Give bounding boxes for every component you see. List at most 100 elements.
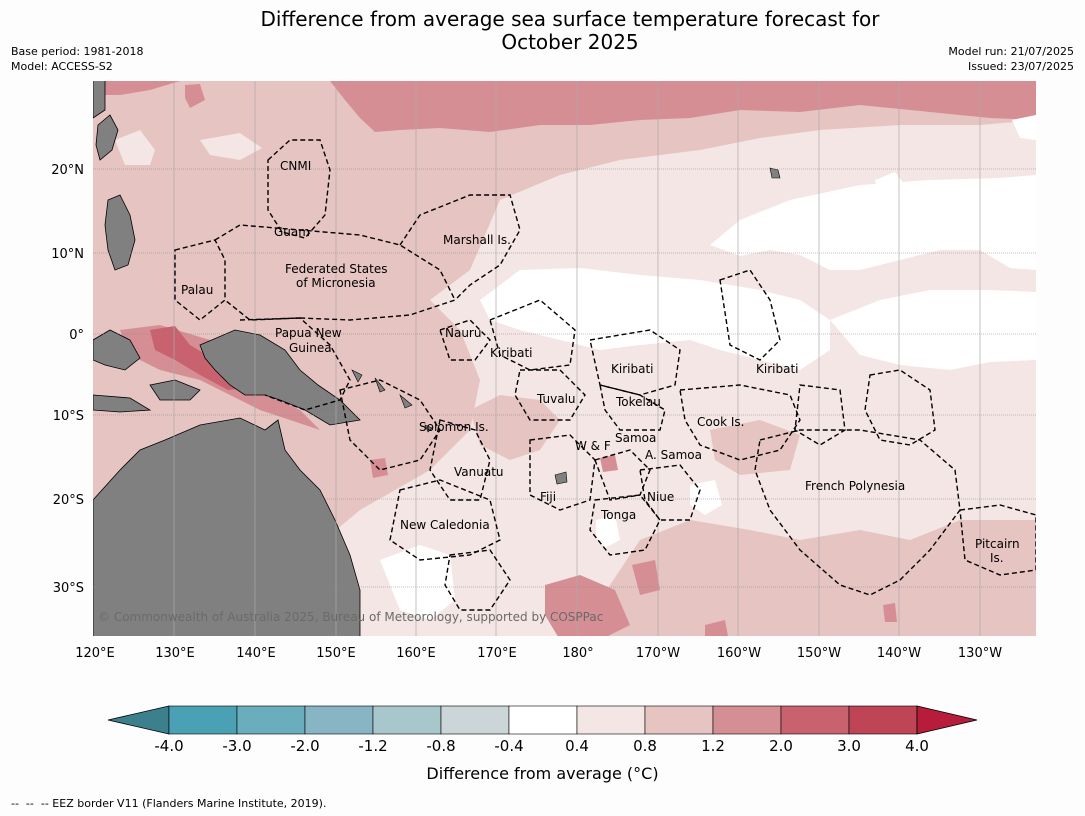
colorbar-bin bbox=[372, 705, 442, 735]
colorbar-tick-label: 1.2 bbox=[701, 737, 725, 755]
colorbar-tick-label: 3.0 bbox=[837, 737, 861, 755]
colorbar bbox=[107, 705, 978, 735]
place-labels: CNMI Guam Marshall Is. Federated States … bbox=[181, 159, 1020, 565]
anomaly-white-patch-b bbox=[845, 214, 870, 232]
base-period: Base period: 1981-2018 bbox=[11, 45, 144, 58]
colorbar-extend-low bbox=[107, 705, 170, 735]
title-line-2: October 2025 bbox=[501, 30, 639, 54]
colorbar-bin bbox=[440, 705, 510, 735]
meta-right: Model run: 21/07/2025 Issued: 23/07/2025 bbox=[948, 44, 1074, 74]
place-label: Is. bbox=[990, 551, 1004, 565]
y-tick-label: 10°N bbox=[51, 247, 84, 262]
x-tick-label: 140°W bbox=[877, 646, 921, 661]
anomaly-white-south2 bbox=[596, 515, 620, 548]
anomaly-white-nw-pale bbox=[115, 130, 155, 165]
x-tick-label: 120°E bbox=[75, 646, 115, 661]
colorbar-tick-label: 0.8 bbox=[633, 737, 657, 755]
place-label: Kiribati bbox=[611, 362, 653, 376]
colorbar-bin bbox=[712, 705, 782, 735]
anomaly-warm-south-b bbox=[632, 560, 660, 595]
y-tick-label: 30°S bbox=[53, 581, 84, 596]
anomaly-mid-south bbox=[470, 395, 560, 460]
x-tick-label: 130°W bbox=[958, 646, 1002, 661]
colorbar-tick-label: 0.4 bbox=[565, 737, 589, 755]
anomaly-warm-south-c bbox=[705, 620, 728, 636]
place-label: Samoa bbox=[615, 431, 656, 445]
place-label: of Micronesia bbox=[296, 276, 376, 290]
colorbar-title: Difference from average (°C) bbox=[426, 764, 659, 783]
anomaly-white-nw-pale2 bbox=[200, 133, 262, 160]
place-label: Kiribati bbox=[490, 346, 532, 360]
anomaly-white-south3 bbox=[690, 480, 722, 515]
land-hawaii bbox=[769, 167, 781, 179]
x-tick-label: 140°E bbox=[236, 646, 276, 661]
eez-borders bbox=[174, 139, 1036, 611]
anomaly-warm-south-a bbox=[545, 575, 630, 636]
anomaly-white-center bbox=[480, 268, 830, 370]
colorbar-bin bbox=[236, 705, 306, 735]
land-indonesia bbox=[93, 81, 201, 413]
place-label: Solomon Is. bbox=[419, 420, 489, 434]
anomaly-warm-south-d bbox=[370, 458, 388, 478]
place-label: Guinea bbox=[289, 341, 332, 355]
place-label: Papua New bbox=[275, 326, 342, 340]
place-label: Palau bbox=[181, 283, 213, 297]
anomaly-warm-patch-nw bbox=[185, 84, 205, 108]
place-label: New Caledonia bbox=[400, 518, 490, 532]
place-label: Tokelau bbox=[615, 395, 661, 409]
colorbar-tick-label: -0.4 bbox=[494, 737, 524, 755]
colorbar-bin bbox=[848, 705, 918, 735]
anomaly-mid-south2 bbox=[600, 520, 1036, 636]
colorbar-tick-label: -4.0 bbox=[154, 737, 184, 755]
place-label: W & F bbox=[575, 439, 611, 453]
land-new-guinea bbox=[199, 329, 361, 426]
x-tick-label: 150°E bbox=[316, 646, 356, 661]
place-label: Fiji bbox=[540, 490, 556, 504]
anomaly-warm-south-f bbox=[883, 603, 897, 622]
colorbar-bin bbox=[508, 705, 578, 735]
map-plot-area: CNMI Guam Marshall Is. Federated States … bbox=[93, 81, 1036, 636]
place-label: A. Samoa bbox=[645, 448, 702, 462]
x-tick-label: 180° bbox=[562, 646, 593, 661]
eez-legend-text: -- EEZ border V11 (Flanders Marine Insti… bbox=[40, 797, 327, 810]
land-philippines bbox=[95, 114, 136, 271]
land-fiji bbox=[554, 471, 568, 485]
eez-legend: -- -- -- EEZ border V11 (Flanders Marine… bbox=[11, 797, 326, 810]
place-label: Vanuatu bbox=[454, 465, 504, 479]
y-axis-labels: 20°N 10°N 0° 10°S 20°S 30°S bbox=[51, 163, 84, 596]
land-solomon bbox=[351, 369, 433, 433]
colorbar-bin bbox=[168, 705, 238, 735]
anomaly-white-east bbox=[710, 175, 1036, 270]
place-label: Marshall Is. bbox=[443, 233, 511, 247]
place-label: Tuvalu bbox=[536, 392, 576, 406]
colorbar-tick-label: -3.0 bbox=[222, 737, 252, 755]
land-australia bbox=[93, 417, 361, 636]
place-label: Niue bbox=[647, 490, 674, 504]
place-label: CNMI bbox=[280, 159, 311, 173]
place-label: Kiribati bbox=[756, 362, 798, 376]
colorbar-tick-label: 2.0 bbox=[769, 737, 793, 755]
anomaly-warm-south-e bbox=[600, 455, 618, 472]
place-label: Nauru bbox=[445, 326, 481, 340]
colorbar-bin bbox=[780, 705, 850, 735]
colorbar-bin bbox=[304, 705, 374, 735]
x-tick-label: 160°E bbox=[396, 646, 436, 661]
y-tick-label: 10°S bbox=[53, 409, 84, 424]
place-label: French Polynesia bbox=[805, 479, 905, 493]
anomaly-white-south bbox=[380, 545, 455, 620]
anomaly-white-patch-a bbox=[875, 172, 905, 195]
colorbar-extend-high bbox=[916, 705, 978, 735]
eez-legend-line: -- -- bbox=[11, 797, 41, 810]
colorbar-bin bbox=[644, 705, 714, 735]
place-label: Tonga bbox=[600, 508, 636, 522]
anomaly-warm-north bbox=[330, 81, 1036, 132]
x-tick-label: 130°E bbox=[155, 646, 195, 661]
colorbar-tick-label: -0.8 bbox=[426, 737, 456, 755]
x-tick-label: 150°W bbox=[797, 646, 841, 661]
x-tick-label: 160°W bbox=[717, 646, 761, 661]
anomaly-mid-south3 bbox=[710, 420, 800, 475]
model-run: Model run: 21/07/2025 bbox=[948, 45, 1074, 58]
colorbar-bin bbox=[576, 705, 646, 735]
colorbar-tick-label: 4.0 bbox=[905, 737, 929, 755]
